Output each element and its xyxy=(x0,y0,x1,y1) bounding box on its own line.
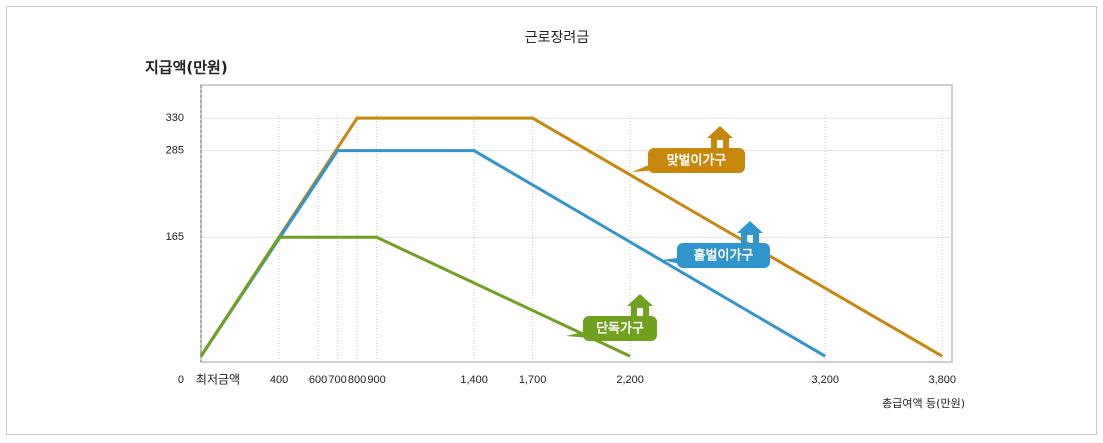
y-tick-label: 285 xyxy=(166,145,184,157)
series-line xyxy=(199,235,631,358)
y-axis-label: 지급액(만원) xyxy=(145,59,228,77)
y-tick-label: 330 xyxy=(166,112,184,124)
x-axis-label: 총급여액 등(만원) xyxy=(882,397,965,410)
x-tick-label: 2,200 xyxy=(616,374,644,386)
x-tick-label: 최저금액 xyxy=(196,373,240,387)
legend-house xyxy=(707,126,733,148)
chart-title: 근로장려금 xyxy=(525,30,590,46)
legend-label: 홑벌이가구 xyxy=(694,248,754,264)
x-tick-label: 800 xyxy=(348,374,366,386)
x-tick-label: 1,700 xyxy=(519,374,547,386)
x-tick-label: 1,400 xyxy=(460,374,488,386)
frame xyxy=(6,6,1097,435)
x-tick-label: 900 xyxy=(367,374,385,386)
x-tick-label: 3,200 xyxy=(811,374,839,386)
plot-area xyxy=(200,84,953,363)
y-tick-label: 165 xyxy=(166,231,184,243)
legend-house xyxy=(627,294,653,316)
x-tick-label: 400 xyxy=(270,374,288,386)
x-tick-label: 3,800 xyxy=(928,374,956,386)
x-tick-label: 600 xyxy=(309,374,327,386)
x-tick-label: 700 xyxy=(328,374,346,386)
legend-box xyxy=(648,148,745,173)
y-tick-label: 0 xyxy=(178,374,184,386)
legend-label: 단독가구 xyxy=(596,321,644,337)
legend-box xyxy=(583,316,657,341)
legend-label: 맞벌이가구 xyxy=(667,153,727,169)
legend-house xyxy=(737,221,763,243)
legend-box xyxy=(677,243,770,268)
